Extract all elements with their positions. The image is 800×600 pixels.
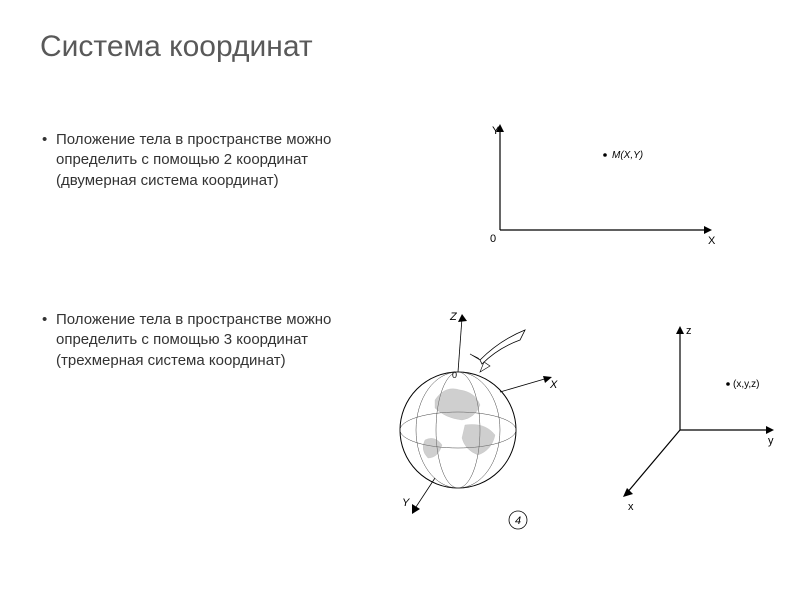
- x-arrow-icon: [704, 226, 712, 234]
- point-m-label: M(X,Y): [612, 150, 643, 161]
- x-arrow-3d-icon: [623, 488, 633, 497]
- globe-land-3: [423, 438, 442, 458]
- page-title: Система координат: [40, 30, 313, 64]
- x-axis-label: X: [708, 235, 716, 247]
- y-arrow-3d-icon: [766, 426, 774, 434]
- figure-badge-label: 4: [515, 515, 521, 527]
- globe-z-arrow-icon: [458, 314, 467, 322]
- x-axis-3d: [626, 430, 680, 494]
- origin-label: 0: [490, 233, 496, 245]
- globe-y-axis: [414, 478, 435, 510]
- globe-land-1: [435, 389, 480, 420]
- xyz-axes-group: z y x (x,y,z): [623, 325, 774, 513]
- bullet-2d: Положение тела в пространстве можно опре…: [56, 130, 356, 191]
- y-axis-3d-label: y: [768, 435, 774, 447]
- x-axis-3d-label: x: [628, 501, 634, 513]
- point-m: [603, 153, 607, 157]
- globe-x-axis: [500, 378, 548, 392]
- bullet-3d: Положение тела в пространстве можно опре…: [56, 310, 356, 371]
- globe-y-label: Y: [402, 497, 410, 509]
- rocket-icon: [470, 330, 525, 372]
- globe-land-2: [462, 424, 495, 455]
- globe-group: Z X Y 0 4: [400, 311, 558, 529]
- diagram-3d: Z X Y 0 4 z: [380, 300, 780, 560]
- globe-x-label: X: [549, 379, 558, 391]
- z-axis-label: z: [686, 325, 692, 337]
- z-arrow-icon: [676, 326, 684, 334]
- y-axis-label: Y: [492, 125, 500, 137]
- point-xyz: [726, 382, 730, 386]
- point-xyz-label: (x,y,z): [733, 379, 759, 390]
- globe-origin-label: 0: [452, 370, 457, 380]
- globe-z-label: Z: [449, 311, 458, 323]
- globe-y-arrow-icon: [412, 504, 420, 514]
- diagram-2d: Y X 0 M(X,Y): [460, 120, 760, 270]
- globe-z-axis: [458, 318, 462, 372]
